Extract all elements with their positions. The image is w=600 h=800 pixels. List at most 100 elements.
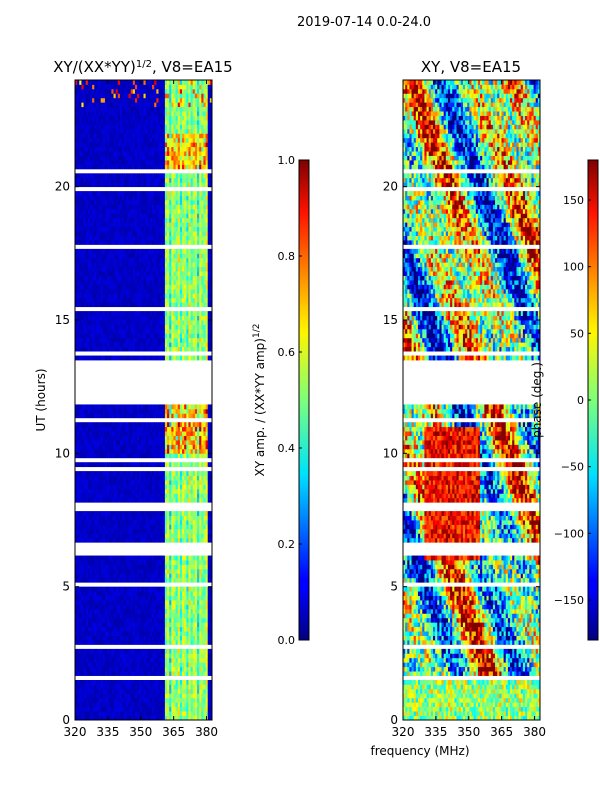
heatmap-cell bbox=[209, 533, 212, 539]
heatmap-cell bbox=[199, 480, 202, 485]
heatmap-cell bbox=[149, 515, 153, 521]
heatmap-cell bbox=[100, 688, 104, 694]
heatmap-cell bbox=[96, 311, 99, 316]
heatmap-cell bbox=[89, 555, 93, 561]
heatmap-cell bbox=[109, 431, 112, 436]
heatmap-cell bbox=[145, 462, 149, 468]
heatmap-cell bbox=[109, 524, 112, 530]
heatmap-cell bbox=[79, 662, 82, 668]
heatmap-cell bbox=[179, 573, 183, 579]
heatmap-cell bbox=[92, 484, 95, 490]
heatmap-cell bbox=[147, 591, 151, 596]
heatmap-cell bbox=[132, 333, 136, 339]
heatmap-cell bbox=[177, 537, 181, 543]
heatmap-cell bbox=[124, 671, 127, 676]
heatmap-cell bbox=[184, 573, 187, 579]
heatmap-cell bbox=[137, 711, 140, 716]
heatmap-cell bbox=[113, 515, 117, 521]
heatmap-cell bbox=[190, 355, 194, 361]
heatmap-cell bbox=[87, 404, 91, 410]
heatmap-cell bbox=[107, 320, 110, 325]
heatmap-cell bbox=[147, 524, 151, 530]
heatmap-cell bbox=[201, 511, 204, 516]
heatmap-cell bbox=[79, 653, 82, 659]
heatmap-cell bbox=[201, 280, 204, 285]
heatmap-cell bbox=[152, 342, 155, 348]
heatmap-cell bbox=[104, 560, 108, 565]
heatmap-cell bbox=[143, 626, 147, 632]
heatmap-cell bbox=[160, 297, 164, 303]
heatmap-cell bbox=[104, 435, 108, 441]
heatmap-cell bbox=[104, 302, 108, 308]
heatmap-cell bbox=[158, 497, 162, 503]
heatmap-cell bbox=[152, 586, 155, 592]
heatmap-cell bbox=[207, 328, 211, 334]
heatmap-cell bbox=[158, 280, 162, 285]
heatmap-cell bbox=[179, 524, 183, 530]
heatmap-cell bbox=[167, 497, 170, 503]
heatmap-cell bbox=[162, 297, 166, 303]
heatmap-cell bbox=[147, 568, 151, 574]
heatmap-cell bbox=[130, 448, 134, 454]
heatmap-cell bbox=[188, 666, 191, 672]
heatmap-cell bbox=[141, 413, 144, 419]
heatmap-cell bbox=[171, 337, 174, 343]
heatmap-cell bbox=[162, 328, 166, 334]
heatmap-cell bbox=[145, 280, 149, 285]
heatmap-cell bbox=[199, 275, 202, 281]
heatmap-cell bbox=[139, 448, 142, 454]
heatmap-cell bbox=[141, 671, 144, 676]
heatmap-cell bbox=[98, 635, 102, 641]
heatmap-cell bbox=[160, 617, 164, 623]
heatmap-cell bbox=[209, 426, 212, 432]
heatmap-cell bbox=[201, 595, 204, 601]
heatmap-cell bbox=[160, 568, 164, 574]
heatmap-cell bbox=[141, 648, 144, 654]
heatmap-cell bbox=[117, 297, 121, 303]
heatmap-cell bbox=[85, 653, 89, 659]
heatmap-cell bbox=[209, 711, 212, 716]
heatmap-cell bbox=[179, 631, 183, 636]
heatmap-cell bbox=[162, 453, 166, 459]
heatmap-cell bbox=[167, 635, 170, 641]
heatmap-cell bbox=[89, 617, 93, 623]
heatmap-cell bbox=[113, 702, 117, 708]
heatmap-cell bbox=[141, 315, 144, 321]
heatmap-cell bbox=[177, 702, 181, 708]
heatmap-cell bbox=[98, 711, 102, 716]
heatmap-cell bbox=[128, 480, 132, 485]
heatmap-cell bbox=[179, 337, 183, 343]
heatmap-cell bbox=[85, 577, 89, 583]
heatmap-cell bbox=[160, 622, 164, 628]
heatmap-cell bbox=[104, 573, 108, 579]
heatmap-cell bbox=[190, 524, 194, 530]
heatmap-cell bbox=[113, 528, 117, 534]
heatmap-cell bbox=[141, 480, 144, 485]
heatmap-cell bbox=[117, 711, 121, 716]
heatmap-cell bbox=[145, 413, 149, 419]
heatmap-cell bbox=[173, 577, 177, 583]
heatmap-cell bbox=[139, 537, 142, 543]
heatmap-cell bbox=[115, 662, 119, 668]
heatmap-cell bbox=[89, 520, 93, 525]
heatmap-cell bbox=[160, 560, 164, 565]
heatmap-cell bbox=[205, 608, 209, 614]
heatmap-cell bbox=[177, 346, 181, 352]
heatmap-cell bbox=[162, 560, 166, 565]
heatmap-cell bbox=[167, 475, 170, 481]
heatmap-cell bbox=[96, 440, 99, 445]
heatmap-cell bbox=[134, 288, 138, 294]
heatmap-cell bbox=[122, 537, 125, 543]
heatmap-cell bbox=[145, 480, 149, 485]
heatmap-cell bbox=[197, 711, 200, 716]
heatmap-cell bbox=[81, 431, 84, 436]
heatmap-cell bbox=[102, 480, 106, 485]
heatmap-cell bbox=[171, 564, 174, 570]
heatmap-cell bbox=[164, 284, 168, 290]
heatmap-cell bbox=[100, 702, 104, 708]
heatmap-cell bbox=[173, 622, 177, 628]
heatmap-cell bbox=[167, 684, 170, 690]
heatmap-cell bbox=[92, 448, 95, 454]
heatmap-cell bbox=[186, 635, 189, 641]
heatmap-cell bbox=[197, 671, 200, 676]
